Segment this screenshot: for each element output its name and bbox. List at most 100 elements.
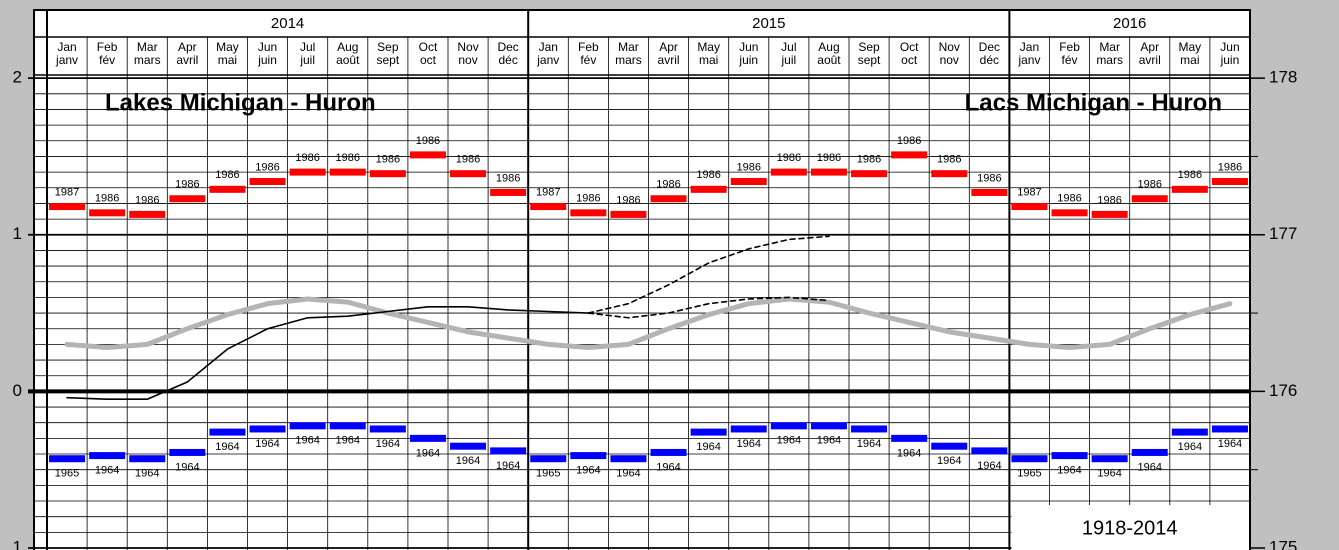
- record-bar: [851, 425, 888, 433]
- record-year-label: 1986: [456, 154, 480, 166]
- y2-tick-label: 177: [1269, 224, 1297, 243]
- level-line: [587, 296, 830, 319]
- record-year-label: 1986: [616, 194, 640, 206]
- month-label-fr: juin: [738, 53, 758, 67]
- month-label: Jan: [1020, 40, 1039, 54]
- record-bar: [289, 168, 326, 176]
- record-bar: [730, 425, 767, 433]
- month-label: Jul: [781, 40, 796, 54]
- record-year-label: 1986: [696, 169, 720, 181]
- month-label-fr: mars: [134, 53, 161, 67]
- month-label: May: [1179, 40, 1202, 54]
- month-label-fr: oct: [901, 53, 918, 67]
- record-bar: [810, 422, 847, 430]
- record-bar: [931, 170, 968, 178]
- month-label-fr: juil: [299, 53, 315, 67]
- record-year-label: 1964: [857, 438, 881, 450]
- record-bar: [1131, 195, 1168, 203]
- month-label: Aug: [818, 40, 839, 54]
- record-bar: [931, 442, 968, 450]
- month-label-fr: sept: [858, 53, 881, 67]
- record-year-label: 1964: [1218, 438, 1242, 450]
- chart-title-fr: Lacs Michigan - Huron: [965, 89, 1222, 116]
- record-bar: [1051, 209, 1088, 217]
- month-label-fr: mars: [615, 53, 642, 67]
- record-year-label: 1964: [696, 441, 720, 453]
- record-bar: [49, 455, 86, 463]
- record-year-label: 1964: [416, 447, 440, 459]
- record-bar: [650, 448, 687, 456]
- record-bar: [169, 195, 206, 203]
- month-label-fr: janv: [536, 53, 559, 67]
- month-label-fr: nov: [458, 53, 477, 67]
- record-year-label: 1964: [616, 468, 640, 480]
- record-bar: [971, 188, 1008, 196]
- level-line: [587, 235, 830, 314]
- record-year-label: 1964: [215, 441, 239, 453]
- month-label: Dec: [497, 40, 518, 54]
- record-bar: [49, 203, 86, 211]
- record-bar: [129, 210, 166, 218]
- month-label-fr: janv: [1017, 53, 1040, 67]
- month-label-fr: juil: [781, 53, 797, 67]
- record-bar: [610, 210, 647, 218]
- record-bar: [89, 209, 126, 217]
- record-year-label: 1964: [817, 435, 841, 447]
- record-bar: [249, 425, 286, 433]
- record-bar: [530, 203, 567, 211]
- record-year-label: 1986: [255, 161, 279, 173]
- y2-tick-label: 178: [1269, 68, 1297, 87]
- year-label: 2015: [752, 15, 785, 32]
- month-label: Oct: [900, 40, 919, 54]
- record-bar: [1011, 455, 1048, 463]
- record-bar: [490, 447, 527, 455]
- record-year-label: 1986: [1138, 179, 1162, 191]
- month-label-fr: nov: [940, 53, 959, 67]
- month-label: May: [697, 40, 720, 54]
- record-year-label: 1986: [295, 152, 319, 164]
- record-year-label: 1986: [215, 169, 239, 181]
- record-year-label: 1986: [1097, 194, 1121, 206]
- record-bar: [329, 168, 366, 176]
- year-label: 2016: [1113, 15, 1146, 32]
- record-bar: [891, 151, 928, 159]
- record-year-label: 1987: [536, 186, 560, 198]
- y2-tick-label: 176: [1269, 381, 1297, 400]
- record-bar: [1011, 203, 1048, 211]
- record-bar: [690, 185, 727, 193]
- record-bar: [650, 195, 687, 203]
- month-label: Jan: [539, 40, 558, 54]
- month-label-fr: sept: [377, 53, 400, 67]
- record-year-label: 1964: [977, 460, 1001, 472]
- record-bar: [570, 209, 607, 217]
- record-bar: [209, 428, 246, 436]
- record-bar: [530, 455, 567, 463]
- month-label-fr: fév: [1062, 53, 1078, 67]
- record-year-label: 1964: [496, 460, 520, 472]
- record-year-label: 1987: [55, 186, 79, 198]
- record-year-label: 1964: [1178, 441, 1202, 453]
- record-year-label: 1986: [416, 135, 440, 147]
- record-year-label: 1986: [817, 152, 841, 164]
- month-label-fr: juin: [1220, 53, 1240, 67]
- record-year-label: 1986: [1218, 161, 1242, 173]
- record-year-label: 1986: [135, 194, 159, 206]
- record-bar: [1131, 448, 1168, 456]
- record-year-label: 1964: [737, 438, 761, 450]
- record-bar: [369, 170, 406, 178]
- record-year-label: 1986: [376, 154, 400, 166]
- record-year-label: 1986: [496, 172, 520, 184]
- month-label-fr: avril: [176, 53, 198, 67]
- record-year-label: 1986: [175, 179, 199, 191]
- record-bar: [770, 422, 807, 430]
- month-label-fr: août: [817, 53, 841, 67]
- record-year-label: 1964: [656, 461, 680, 473]
- month-label-fr: juin: [257, 53, 277, 67]
- record-bar: [971, 447, 1008, 455]
- record-year-label: 1986: [576, 193, 600, 205]
- record-bar: [1211, 425, 1248, 433]
- month-label-fr: mai: [699, 53, 718, 67]
- month-label: Jun: [739, 40, 758, 54]
- record-year-label: 1964: [336, 435, 360, 447]
- record-bar: [1091, 455, 1128, 463]
